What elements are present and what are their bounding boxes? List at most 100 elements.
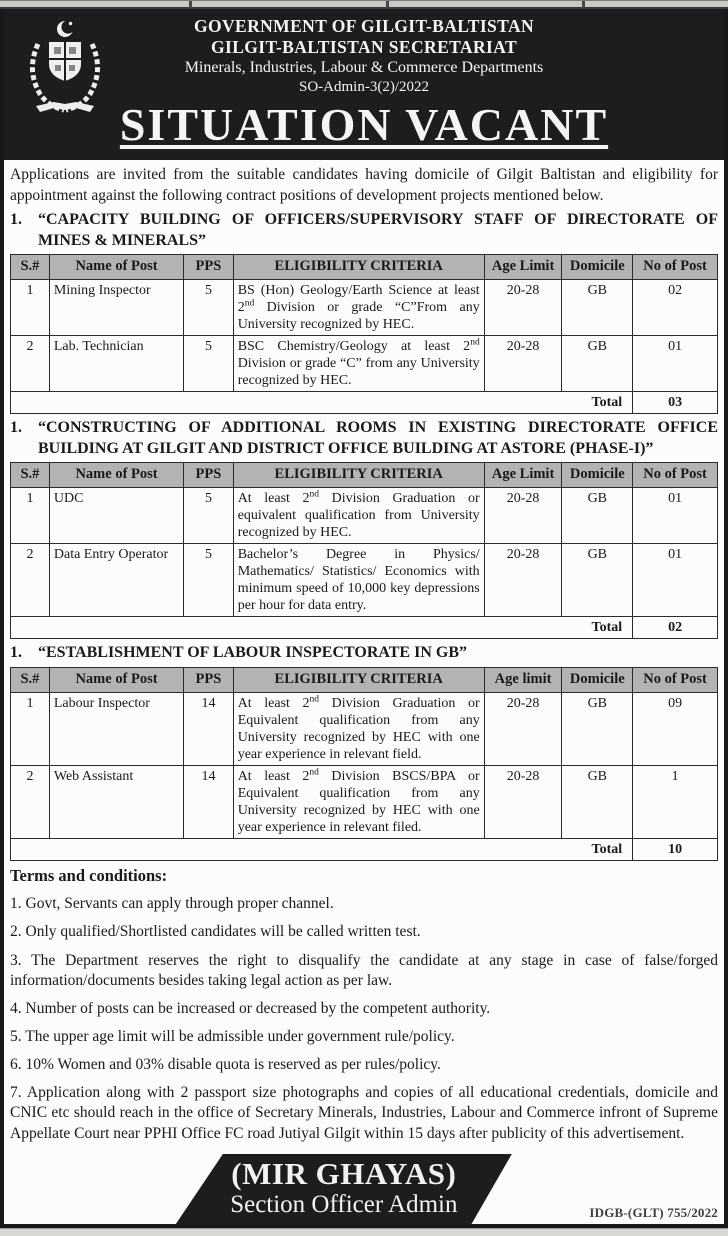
section-number: 1.	[10, 211, 22, 229]
cell-age-limit: 20-28	[483, 334, 563, 393]
section-3-heading: 1. “ESTABLISHMENT OF LABOUR INSPECTORATE…	[10, 643, 718, 663]
total-label: Total	[9, 391, 633, 415]
criteria-text: BS (Hon) Geology/Earth Science at least …	[237, 282, 480, 315]
section-1-heading: 1. “CAPACITY BUILDING OF OFFICERS/SUPERV…	[10, 210, 718, 251]
col-serial: S.#	[10, 253, 50, 280]
col-serial: S.#	[10, 462, 50, 488]
cell-serial: 1	[10, 691, 50, 766]
total-label: Total	[9, 616, 633, 640]
term-item: 3. The Department reserves the right to …	[10, 951, 718, 989]
section-title: “CAPACITY BUILDING OF OFFICERS/SUPERVISO…	[38, 211, 718, 249]
cell-post-name: Data Entry Operator	[48, 543, 185, 618]
cell-domicile: GB	[561, 691, 634, 766]
cell-criteria: Bachelor’s Degree in Physics/ Mathematic…	[232, 543, 485, 618]
edge-tick	[385, 1, 389, 8]
jobs-table-3: S.# Name of Post PPS ELIGIBILITY CRITERI…	[9, 666, 718, 862]
cell-age-limit: 20-28	[483, 691, 563, 766]
total-value: 02	[632, 616, 718, 640]
section-title: “ESTABLISHMENT OF LABOUR INSPECTORATE IN…	[38, 644, 467, 662]
government-line: GOVERNMENT OF GILGIT-BALTISTAN	[193, 16, 535, 36]
total-value: 03	[632, 391, 718, 415]
cell-post-name: UDC	[48, 486, 185, 545]
term-item: 5. The upper age limit will be admissibl…	[10, 1028, 455, 1046]
criteria-superscript: nd	[244, 298, 255, 309]
cell-pps: 5	[183, 486, 234, 545]
term-item: 2. Only qualified/Shortlisted candidates…	[10, 923, 421, 941]
table-header-row: S.# Name of Post PPS ELIGIBILITY CRITERI…	[10, 666, 718, 693]
cell-domicile: GB	[561, 334, 634, 393]
col-age: Age Limit	[483, 462, 563, 488]
newspaper-edge-top	[0, 0, 728, 9]
criteria-text: Bachelor’s Degree in Physics/ Mathematic…	[237, 547, 480, 614]
section-number: 1.	[10, 644, 22, 662]
col-serial: S.#	[10, 666, 50, 693]
cell-criteria: BS (Hon) Geology/Earth Science at least …	[232, 278, 485, 336]
cell-posts-count: 01	[632, 334, 718, 393]
term-item: 4. Number of posts can be increased or d…	[10, 999, 491, 1017]
cell-pps: 14	[183, 691, 234, 766]
col-criteria: ELIGIBILITY CRITERIA	[232, 253, 485, 280]
total-row: Total 03	[9, 391, 718, 415]
ad-reference-code: IDGB-(GLT) 755/2022	[589, 1205, 718, 1220]
criteria-superscript: nd	[470, 337, 480, 348]
cell-pps: 14	[183, 764, 234, 840]
term-item: 6. 10% Women and 03% disable quota is re…	[10, 1056, 441, 1074]
criteria-text: At least 2	[237, 768, 310, 784]
col-domicile: Domicile	[561, 462, 634, 488]
cell-criteria: At least 2nd Division Graduation or equi…	[232, 486, 485, 545]
cell-serial: 2	[10, 764, 50, 840]
cell-domicile: GB	[561, 486, 634, 545]
table-row: 1 Labour Inspector 14 At least 2nd Divis…	[10, 691, 718, 766]
col-posts: No of Post	[632, 462, 718, 488]
signature-plate: (MIR GHAYAS) Section Officer Admin	[175, 1154, 512, 1224]
term-item: 7. Application along with 2 passport siz…	[10, 1084, 718, 1142]
edge-tick	[189, 1, 193, 8]
table-row: 2 Web Assistant 14 At least 2nd Division…	[10, 764, 718, 840]
table-header-row: S.# Name of Post PPS ELIGIBILITY CRITERI…	[10, 462, 718, 488]
col-pps: PPS	[183, 253, 234, 280]
cell-age-limit: 20-28	[483, 764, 563, 840]
table-row: 2 Data Entry Operator 5 Bachelor’s Degre…	[10, 543, 718, 618]
signatory-designation: Section Officer Admin	[230, 1190, 458, 1218]
cell-posts-count: 01	[632, 486, 718, 545]
jobs-table-1: S.# Name of Post PPS ELIGIBILITY CRITERI…	[9, 253, 718, 415]
departments-line: Minerals, Industries, Labour & Commerce …	[184, 59, 544, 77]
term-item: 1. Govt, Servants can apply through prop…	[10, 895, 334, 913]
cell-post-name: Web Assistant	[48, 764, 185, 840]
table-header-row: S.# Name of Post PPS ELIGIBILITY CRITERI…	[10, 253, 718, 280]
reference-number-line: SO-Admin-3(2)/2022	[299, 79, 429, 96]
total-row: Total 02	[9, 616, 718, 640]
total-row: Total 10	[9, 838, 718, 862]
cell-posts-count: 09	[632, 691, 718, 766]
col-post-name: Name of Post	[48, 666, 185, 693]
cell-age-limit: 20-28	[483, 278, 563, 336]
col-age: Age limit	[483, 666, 563, 693]
cell-serial: 2	[10, 543, 50, 618]
criteria-text: Division or grade “C”From any University…	[237, 299, 480, 332]
col-pps: PPS	[183, 462, 234, 488]
ad-footer: (MIR GHAYAS) Section Officer Admin IDGB-…	[4, 1152, 724, 1224]
col-age: Age Limit	[483, 253, 563, 280]
pakistan-state-emblem-icon	[30, 20, 100, 113]
edge-tick	[582, 1, 586, 8]
cell-post-name: Mining Inspector	[48, 278, 185, 336]
cell-age-limit: 20-28	[483, 486, 563, 545]
intro-paragraph: Applications are invited from the suitab…	[10, 166, 718, 204]
cell-posts-count: 01	[632, 543, 718, 618]
jobs-table-2: S.# Name of Post PPS ELIGIBILITY CRITERI…	[9, 462, 718, 640]
total-value: 10	[632, 838, 718, 862]
criteria-superscript: nd	[309, 693, 320, 704]
col-domicile: Domicile	[561, 253, 634, 280]
cell-serial: 2	[10, 334, 50, 393]
section-title: “CONSTRUCTING OF ADDITIONAL ROOMS IN EXI…	[38, 419, 718, 457]
criteria-text: At least 2	[237, 695, 310, 711]
cell-criteria: At least 2nd Division Graduation or Equi…	[232, 691, 485, 766]
criteria-superscript: nd	[309, 489, 320, 500]
col-post-name: Name of Post	[48, 253, 185, 280]
table-row: 1 Mining Inspector 5 BS (Hon) Geology/Ea…	[10, 278, 718, 336]
col-domicile: Domicile	[561, 666, 634, 693]
criteria-text: Division BSCS/BPA or Equivalent qualific…	[237, 768, 480, 836]
cell-posts-count: 1	[632, 764, 718, 840]
cell-domicile: GB	[561, 278, 634, 336]
